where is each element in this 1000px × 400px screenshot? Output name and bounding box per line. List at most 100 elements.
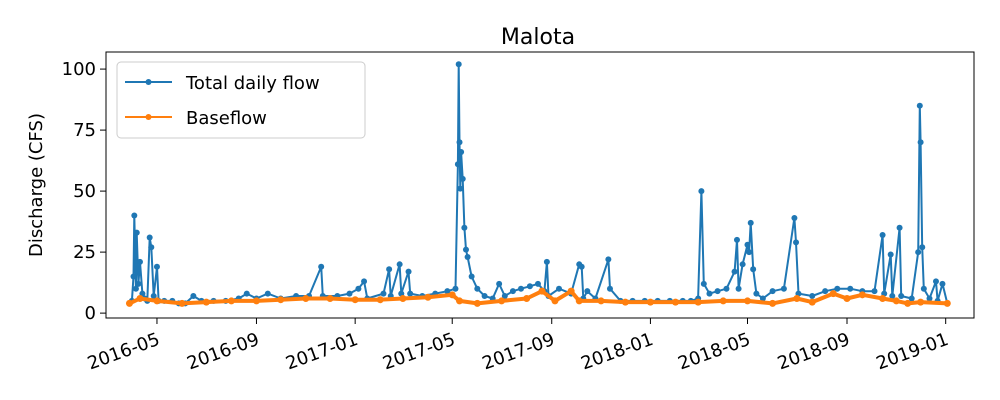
data-point <box>829 290 837 298</box>
data-point <box>474 285 481 292</box>
data-point <box>318 263 325 270</box>
data-point <box>671 298 679 306</box>
x-tick-label: 2019-01 <box>874 329 952 374</box>
data-point <box>808 298 816 306</box>
data-point <box>448 291 456 299</box>
data-point <box>744 241 751 248</box>
data-point <box>769 299 777 307</box>
x-tick-label: 2017-05 <box>380 329 458 374</box>
x-tick-label: 2016-05 <box>85 329 163 374</box>
x-tick-label: 2018-09 <box>775 329 853 374</box>
data-point <box>706 290 713 297</box>
x-tick-label: 2017-09 <box>480 329 558 374</box>
data-point <box>346 290 353 297</box>
data-point <box>889 293 896 300</box>
data-point <box>146 234 153 241</box>
data-point <box>125 299 133 307</box>
data-point <box>407 290 414 297</box>
data-point <box>148 244 155 251</box>
chart-title: Malota <box>501 25 575 50</box>
data-point <box>739 261 746 268</box>
data-point <box>538 287 546 295</box>
data-point <box>396 261 403 268</box>
data-point <box>898 293 905 300</box>
data-point <box>621 298 629 306</box>
data-point <box>139 290 146 297</box>
x-tick-label: 2018-05 <box>675 329 753 374</box>
data-point <box>456 139 463 146</box>
data-point <box>896 224 903 231</box>
data-point <box>498 297 506 305</box>
data-point <box>714 288 721 295</box>
data-point <box>190 293 197 300</box>
data-point <box>879 294 887 302</box>
data-point <box>326 294 334 302</box>
data-point <box>461 224 468 231</box>
data-point <box>509 288 516 295</box>
legend-swatch-marker <box>145 79 152 85</box>
data-point <box>584 288 591 295</box>
data-point <box>302 294 310 302</box>
y-axis-title: Discharge (CFS) <box>26 113 47 257</box>
data-point <box>834 285 841 292</box>
data-point <box>361 278 368 285</box>
data-point <box>780 285 787 292</box>
y-axis: 0 25 50 75 100 <box>62 59 106 324</box>
data-point <box>481 293 488 300</box>
legend-label: Baseflow <box>186 108 267 129</box>
data-point <box>386 266 393 273</box>
data-point <box>733 236 740 243</box>
data-point <box>822 288 829 295</box>
data-point <box>750 266 757 273</box>
data-point <box>534 280 541 287</box>
data-point <box>575 297 583 305</box>
legend-box <box>116 61 366 139</box>
data-point <box>243 290 250 297</box>
data-point <box>380 290 387 297</box>
data-point <box>130 273 137 280</box>
data-point <box>908 295 915 302</box>
data-point <box>399 294 407 302</box>
data-point <box>136 294 144 302</box>
x-tick-label: 2018-01 <box>578 329 656 374</box>
data-point <box>556 285 563 292</box>
data-point <box>227 297 235 305</box>
data-point <box>809 293 816 300</box>
y-tick-label: 0 <box>85 303 96 324</box>
data-point <box>444 288 451 295</box>
data-point <box>578 263 585 270</box>
data-point <box>694 298 702 306</box>
data-point <box>462 246 469 253</box>
data-point <box>605 256 612 263</box>
data-point <box>743 297 751 305</box>
data-point <box>153 263 160 270</box>
data-point <box>793 239 800 246</box>
data-point <box>731 268 738 275</box>
data-point <box>133 229 140 236</box>
data-point <box>543 258 550 265</box>
data-point <box>904 299 912 307</box>
data-point <box>943 299 951 307</box>
data-point <box>917 139 924 146</box>
data-point <box>252 297 260 305</box>
data-point <box>136 258 143 265</box>
legend-label: Total daily flow <box>185 73 320 94</box>
data-point <box>920 285 927 292</box>
data-point <box>277 296 285 304</box>
y-tick-label: 50 <box>73 181 96 202</box>
data-point <box>887 251 894 258</box>
data-point <box>264 290 271 297</box>
legend-item: Total daily flow <box>125 73 320 94</box>
data-point <box>700 280 707 287</box>
data-point <box>747 219 754 226</box>
data-point <box>858 291 866 299</box>
x-axis: 2016-05 2016-09 2017-01 2017-05 2017-09 2018-… <box>85 318 952 374</box>
data-point <box>597 297 605 305</box>
data-point <box>759 295 766 302</box>
legend-item: Baseflow <box>125 108 267 129</box>
data-point <box>517 285 524 292</box>
data-point <box>351 296 359 304</box>
data-point <box>646 298 654 306</box>
data-point <box>719 297 727 305</box>
data-point <box>473 299 481 307</box>
